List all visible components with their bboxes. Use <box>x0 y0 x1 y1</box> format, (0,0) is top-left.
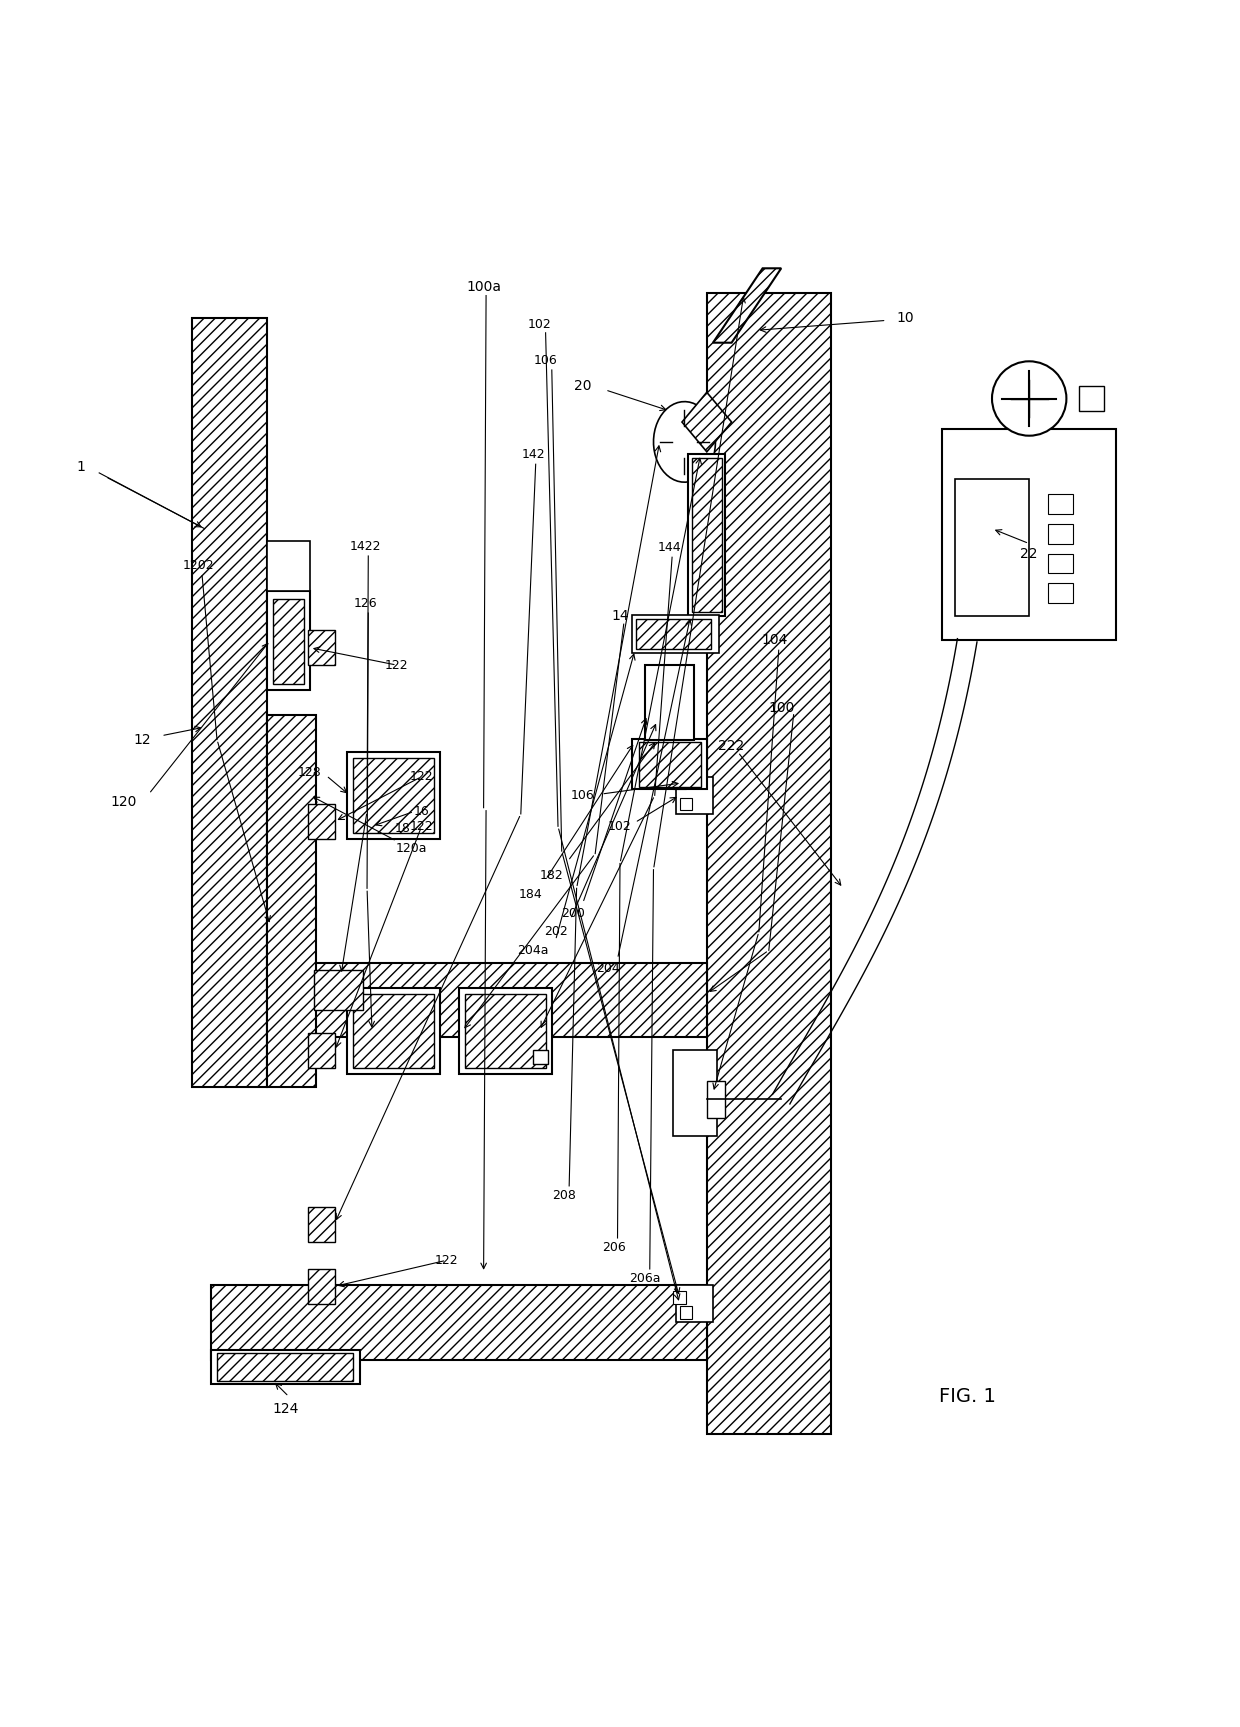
Text: 122: 122 <box>434 1254 459 1268</box>
Bar <box>533 1050 548 1064</box>
Text: 126: 126 <box>353 596 378 610</box>
Text: 18: 18 <box>396 822 410 836</box>
Bar <box>680 1306 692 1319</box>
Bar <box>1048 494 1073 515</box>
Bar <box>353 758 434 832</box>
Text: 100: 100 <box>768 701 795 715</box>
Text: 14: 14 <box>611 608 629 622</box>
Text: 120a: 120a <box>396 843 428 855</box>
Bar <box>692 458 722 611</box>
Text: 1202: 1202 <box>182 560 215 572</box>
Bar <box>308 1269 335 1304</box>
Polygon shape <box>682 392 732 452</box>
Bar <box>1079 387 1104 411</box>
Bar <box>347 751 440 839</box>
Bar <box>676 777 713 813</box>
Bar <box>308 630 335 665</box>
Text: 22: 22 <box>1021 546 1038 561</box>
Text: 106: 106 <box>570 789 595 801</box>
Bar <box>267 715 316 1086</box>
Text: 144: 144 <box>657 541 682 554</box>
Text: 206a: 206a <box>629 1273 661 1285</box>
Bar <box>651 665 688 739</box>
Bar <box>308 1207 335 1242</box>
Text: 100a: 100a <box>466 280 501 294</box>
Text: 120: 120 <box>110 794 138 808</box>
Bar <box>1048 523 1073 544</box>
Text: 102: 102 <box>608 820 632 832</box>
Bar <box>1048 584 1073 603</box>
Text: 106: 106 <box>533 354 558 366</box>
Bar <box>688 454 725 615</box>
Text: FIG. 1: FIG. 1 <box>939 1387 996 1406</box>
Text: 202: 202 <box>543 926 568 938</box>
Text: 12: 12 <box>134 732 151 746</box>
Bar <box>645 665 694 739</box>
Text: 1422: 1422 <box>350 539 382 553</box>
Text: 206: 206 <box>601 1242 626 1254</box>
Text: 104: 104 <box>761 634 789 648</box>
Text: 204: 204 <box>595 962 620 976</box>
Text: 122: 122 <box>409 820 434 832</box>
Bar <box>632 615 719 653</box>
Bar <box>459 988 552 1074</box>
Text: 10: 10 <box>897 311 914 325</box>
Polygon shape <box>713 268 781 342</box>
Bar <box>347 988 440 1074</box>
Bar <box>465 993 546 1067</box>
Bar <box>211 1285 707 1359</box>
Polygon shape <box>653 402 715 482</box>
Bar <box>673 777 686 789</box>
Bar <box>211 962 707 1038</box>
Text: 16: 16 <box>414 805 429 819</box>
Text: 102: 102 <box>527 318 552 330</box>
Bar <box>639 743 701 786</box>
Bar <box>955 478 1029 615</box>
Bar <box>308 805 335 839</box>
Bar <box>707 294 831 1433</box>
Bar <box>267 591 310 689</box>
Bar <box>308 1033 335 1067</box>
Text: 204a: 204a <box>517 943 549 957</box>
Bar <box>353 993 434 1067</box>
Bar <box>673 1050 717 1136</box>
Text: 182: 182 <box>539 869 564 882</box>
Bar <box>942 430 1116 641</box>
Bar <box>217 1354 353 1380</box>
Text: 142: 142 <box>521 447 546 461</box>
Circle shape <box>992 361 1066 435</box>
Bar <box>1048 553 1073 573</box>
Bar <box>632 739 707 789</box>
Bar <box>273 599 304 684</box>
Text: 124: 124 <box>272 1402 299 1416</box>
Text: 1: 1 <box>76 459 86 473</box>
Bar <box>314 971 363 1010</box>
Bar <box>673 1292 686 1304</box>
Bar <box>680 798 692 810</box>
Bar <box>707 1081 725 1117</box>
Text: 200: 200 <box>560 907 585 919</box>
Bar <box>267 541 310 591</box>
Text: 122: 122 <box>384 658 409 672</box>
Text: 20: 20 <box>574 380 591 394</box>
Bar <box>211 1349 360 1385</box>
Text: 128: 128 <box>298 767 322 779</box>
Text: 122: 122 <box>409 770 434 784</box>
Text: 184: 184 <box>518 888 543 901</box>
Text: 208: 208 <box>552 1190 577 1202</box>
Bar <box>636 620 711 649</box>
Bar <box>192 318 267 1086</box>
Text: 222: 222 <box>718 739 745 753</box>
Bar <box>676 1285 713 1323</box>
